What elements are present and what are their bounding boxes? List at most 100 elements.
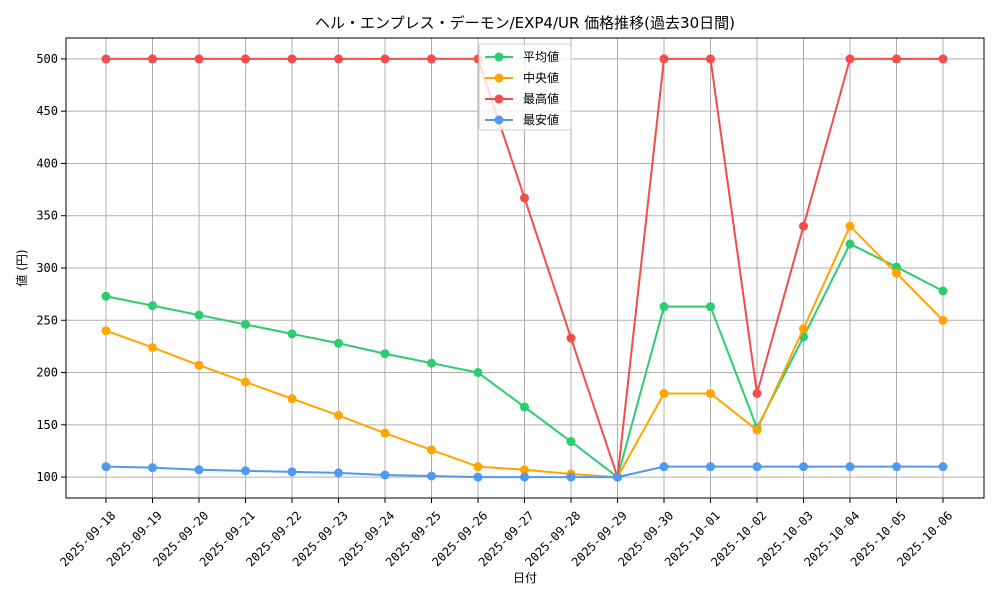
series-平均値 (101, 239, 948, 482)
data-point (473, 462, 483, 472)
y-axis-label: 値 (円) (14, 249, 29, 286)
legend-marker (494, 115, 504, 125)
legend-label: 最高値 (523, 91, 559, 106)
data-point (148, 463, 157, 473)
data-point (427, 358, 436, 368)
data-point (241, 319, 250, 329)
data-point (706, 462, 715, 472)
data-point (706, 302, 715, 312)
data-point (613, 472, 622, 482)
data-point (334, 468, 343, 478)
data-point (427, 54, 436, 64)
chart-title: ヘル・エンプレス・デーモン/EXP4/UR 価格推移(過去30日間) (315, 14, 735, 32)
data-point (380, 470, 390, 480)
series-最高値 (101, 54, 948, 482)
series-中央値 (101, 221, 948, 482)
data-point (659, 388, 669, 398)
data-point (659, 302, 669, 312)
data-point (845, 239, 855, 249)
data-point (148, 301, 157, 311)
data-point (101, 291, 111, 301)
data-point (659, 54, 669, 64)
data-point (194, 310, 204, 320)
data-point (194, 360, 204, 370)
data-point (241, 54, 250, 64)
y-tick-label: 100 (36, 470, 58, 484)
data-point (287, 467, 297, 477)
data-point (148, 54, 157, 64)
y-tick-label: 450 (36, 104, 58, 118)
data-point (845, 221, 855, 231)
data-point (892, 462, 901, 472)
data-point (148, 342, 157, 352)
y-tick-label: 300 (36, 261, 58, 275)
data-point (473, 368, 483, 378)
data-point (427, 445, 436, 455)
data-point (241, 377, 250, 387)
legend-item: 中央値 (485, 70, 559, 85)
y-tick-label: 150 (36, 418, 58, 432)
data-point (752, 462, 762, 472)
series-layer (101, 54, 948, 482)
data-point (520, 193, 529, 203)
data-point (566, 472, 576, 482)
data-point (752, 425, 762, 435)
y-tick-label: 250 (36, 313, 58, 327)
y-tick-label: 400 (36, 156, 58, 170)
data-point (938, 54, 948, 64)
legend-label: 中央値 (523, 70, 559, 85)
data-point (706, 388, 715, 398)
legend-item: 最安値 (485, 112, 559, 127)
legend-marker (494, 94, 504, 104)
legend-marker (494, 52, 504, 62)
data-point (845, 462, 855, 472)
data-point (101, 54, 111, 64)
data-point (287, 329, 297, 339)
data-point (380, 54, 390, 64)
data-point (334, 338, 343, 348)
data-point (334, 410, 343, 420)
series-最安値 (101, 462, 948, 482)
legend-label: 平均値 (523, 49, 559, 64)
data-point (520, 402, 529, 412)
legend-box (478, 43, 572, 131)
data-point (520, 472, 529, 482)
data-point (287, 54, 297, 64)
data-point (799, 324, 808, 334)
data-point (287, 394, 297, 404)
data-point (194, 465, 204, 475)
legend-item: 最高値 (485, 91, 559, 106)
data-point (938, 462, 948, 472)
data-point (520, 465, 529, 475)
data-point (706, 54, 715, 64)
data-point (938, 315, 948, 325)
data-point (380, 428, 390, 438)
x-axis-label: 日付 (513, 571, 537, 585)
data-point (334, 54, 343, 64)
data-point (659, 462, 669, 472)
y-tick-label: 350 (36, 209, 58, 223)
data-point (566, 437, 576, 447)
data-point (892, 262, 901, 272)
data-point (892, 54, 901, 64)
data-point (892, 268, 901, 278)
data-point (473, 472, 483, 482)
data-point (845, 54, 855, 64)
data-point (241, 466, 250, 476)
data-point (101, 462, 111, 472)
data-point (938, 286, 948, 296)
data-point (194, 54, 204, 64)
data-point (101, 326, 111, 336)
data-point (566, 333, 576, 343)
legend-label: 最安値 (523, 112, 559, 127)
data-point (427, 471, 436, 481)
data-point (380, 349, 390, 359)
y-tick-label: 500 (36, 52, 58, 66)
data-point (799, 221, 808, 231)
legend-item: 平均値 (485, 49, 559, 64)
legend-marker (494, 73, 504, 83)
y-tick-label: 200 (36, 366, 58, 380)
